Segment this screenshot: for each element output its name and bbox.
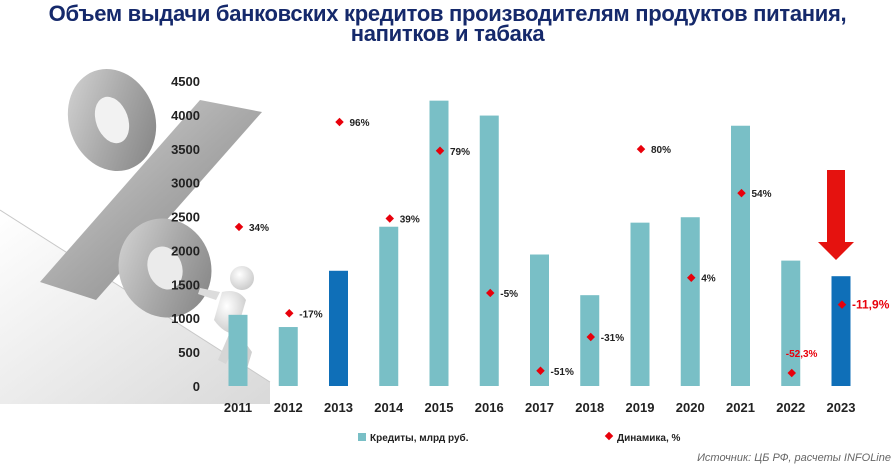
bar [630,222,650,386]
x-tick-label: 2013 [324,400,353,415]
dynamics-label: -17% [299,309,322,320]
legend-bar-label: Кредиты, млрд руб. [370,432,469,444]
dynamics-label: 34% [249,223,269,234]
x-tick-label: 2020 [676,400,705,415]
bar [530,254,549,386]
bar [680,217,700,386]
down-arrow-annotation [818,170,854,260]
marker-series: 34% -17% 96% 39% 79% -5% -51% -31% 80% 4% 54% -52,3… [234,117,890,378]
y-axis: 0 500 1000 1500 2000 2500 3000 3500 4000 4500 [171,74,200,394]
y-tick-label: 1000 [171,311,200,326]
dynamics-label: -51% [551,367,574,378]
y-tick-label: 1500 [171,277,200,292]
x-axis: 2011 2012 2013 2014 2015 2016 2017 2018 2019 2020… [224,400,856,415]
arrow-head [818,242,854,260]
dynamics-marker [285,309,294,318]
dynamics-marker [787,368,796,378]
dynamics-label: -52,3% [786,349,818,360]
source-note: Источник: ЦБ РФ, расчеты INFOLine [697,452,891,464]
legend-bar-swatch [358,433,366,441]
x-tick-label: 2011 [224,400,252,415]
x-tick-label: 2016 [475,400,504,415]
dynamics-label: 54% [752,189,772,200]
bar-series [228,100,851,387]
x-tick-label: 2015 [425,400,454,415]
x-tick-label: 2023 [827,400,856,415]
bar [379,226,399,386]
y-tick-label: 4000 [171,108,200,123]
bar [278,327,298,386]
dynamics-label: 39% [400,214,420,225]
bar [731,125,750,386]
y-tick-label: 3500 [171,142,200,157]
dynamics-marker [435,146,445,156]
y-tick-label: 0 [193,379,200,394]
bar [781,260,801,386]
dynamics-marker [687,273,696,282]
legend-marker-swatch [604,431,614,441]
x-tick-label: 2021 [726,400,755,415]
dynamics-marker [837,300,847,309]
dynamics-label: -5% [500,289,518,300]
dynamics-label: 79% [450,147,470,158]
bar [429,100,449,387]
bar [329,270,348,386]
dynamics-marker [385,214,394,223]
y-tick-label: 2500 [171,210,200,225]
x-tick-label: 2018 [575,400,604,415]
y-tick-label: 500 [178,345,200,360]
y-tick-label: 4500 [171,74,200,89]
dynamics-marker [586,332,595,342]
bar [479,115,499,387]
dynamics-label: 80% [651,145,671,156]
x-tick-label: 2017 [525,400,554,415]
arrow-shaft [827,170,845,242]
y-tick-label: 3000 [171,176,200,191]
dynamics-marker [486,288,495,298]
dynamics-label: 4% [701,274,716,285]
x-tick-label: 2014 [374,400,404,415]
legend: Кредиты, млрд руб. Динамика, % [358,431,681,444]
x-tick-label: 2019 [626,400,655,415]
dynamics-marker [234,222,244,232]
dynamics-marker [536,366,545,376]
dynamics-marker [335,117,344,127]
bar [228,314,248,386]
bar [831,276,851,386]
dynamics-label: -11,9% [852,298,890,312]
x-tick-label: 2012 [274,400,303,415]
bar [580,295,600,386]
legend-marker-label: Динамика, % [617,433,681,444]
percent-illustration [0,68,271,404]
x-tick-label: 2022 [776,400,805,415]
dynamics-marker [636,144,646,154]
dynamics-label: -31% [601,333,624,344]
dynamics-label: 96% [350,118,370,129]
chart-title: Объем выдачи банковских кредитов произво… [48,1,847,46]
y-tick-label: 2000 [171,243,200,258]
